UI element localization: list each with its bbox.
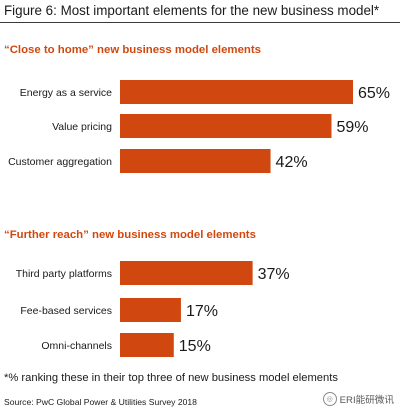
value-label: 65% [358, 85, 390, 102]
category-label: Omni-channels [41, 340, 112, 352]
value-label: 37% [258, 266, 290, 283]
footnote: *% ranking these in their top three of n… [4, 372, 338, 384]
bar [120, 114, 332, 138]
section-heading-close-to-home: “Close to home” new business model eleme… [4, 44, 261, 56]
bar [120, 149, 271, 173]
category-label: Energy as a service [20, 87, 112, 99]
section-heading-further-reach: “Further reach” new business model eleme… [4, 229, 256, 241]
watermark: ◎ ERI能研微讯 [322, 392, 394, 406]
bar [120, 80, 353, 104]
wechat-logo-icon: ◎ [322, 392, 337, 406]
category-label: Customer aggregation [8, 156, 112, 168]
value-label: 15% [179, 338, 211, 355]
bar [120, 298, 181, 322]
bar [120, 261, 253, 285]
category-label: Third party platforms [16, 268, 112, 280]
title-divider [0, 22, 400, 23]
category-label: Value pricing [52, 121, 112, 133]
bar [120, 333, 174, 357]
watermark-text: ERI能研微讯 [339, 395, 394, 406]
value-label: 17% [186, 303, 218, 320]
value-label: 42% [276, 154, 308, 171]
category-label: Fee-based services [20, 305, 112, 317]
source-note: Source: PwC Global Power & Utilities Sur… [4, 397, 197, 407]
page-title: Figure 6: Most important elements for th… [4, 3, 380, 18]
value-label: 59% [336, 119, 368, 136]
